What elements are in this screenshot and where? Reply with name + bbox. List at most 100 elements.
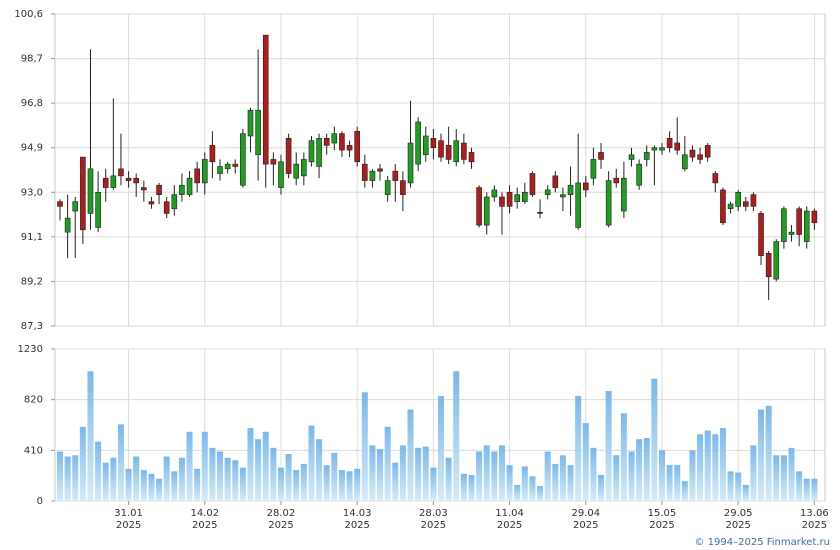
volume-bar <box>415 447 422 501</box>
volume-bar <box>605 391 612 501</box>
candle-body <box>742 201 749 207</box>
volume-bar <box>125 468 132 501</box>
candle-body <box>552 175 559 188</box>
x-tick-label: 29.04 <box>571 508 600 519</box>
candle-body <box>544 189 551 195</box>
volume-bar <box>277 467 284 501</box>
volume-bar <box>453 371 460 501</box>
volume-bar <box>133 456 140 501</box>
candle-body <box>712 173 719 184</box>
candle-body <box>621 177 627 212</box>
candle-body <box>232 163 239 167</box>
candle-body <box>407 142 414 184</box>
volume-bar <box>377 449 384 501</box>
candle-body <box>499 196 505 207</box>
y-tick-label: 94,9 <box>21 143 43 154</box>
x-tick-label: 2025 <box>421 520 446 531</box>
candle-body <box>720 189 726 224</box>
x-tick-label: 14.02 <box>190 508 219 519</box>
candle-body <box>384 180 391 195</box>
volume-bar <box>361 392 368 501</box>
volume-bar <box>217 451 224 501</box>
x-tick-label: 2025 <box>802 520 827 531</box>
candle-body <box>651 147 658 151</box>
candle-body <box>377 168 383 172</box>
volume-bar <box>171 471 178 501</box>
candle-body <box>400 180 406 195</box>
y-tick-label: 820 <box>24 395 43 406</box>
volume-bar <box>765 405 772 501</box>
volume-bar <box>102 462 109 501</box>
volume-bar <box>308 425 315 501</box>
volume-bar <box>544 451 551 501</box>
candle-body <box>240 133 246 186</box>
volume-bar <box>270 447 277 501</box>
candle-body <box>803 210 810 242</box>
volume-bar <box>438 395 444 501</box>
candle-body <box>468 152 475 163</box>
candle-body <box>95 191 101 228</box>
x-tick-label: 28.03 <box>419 508 448 519</box>
candle-body <box>194 168 200 184</box>
candle-body <box>438 140 444 158</box>
candle-body <box>369 170 376 181</box>
candle-body <box>171 194 178 210</box>
candle-body <box>125 177 132 181</box>
candle-body <box>522 191 528 202</box>
volume-bar <box>514 484 521 501</box>
candle-body <box>704 145 711 158</box>
volume-bar <box>559 455 566 501</box>
volume-bar <box>582 423 589 501</box>
x-tick-label: 29.05 <box>724 508 753 519</box>
volume-bar <box>681 481 688 501</box>
volume-bar <box>529 476 536 501</box>
volume-bar <box>331 452 338 501</box>
candle-body <box>179 184 185 195</box>
candle-body <box>613 177 620 184</box>
volume-bar <box>430 467 437 501</box>
candle-body <box>346 145 353 151</box>
candle-body <box>773 241 780 280</box>
volume-bar <box>575 395 582 501</box>
volume-bar <box>773 455 780 501</box>
volume-bar <box>780 455 787 501</box>
candle-body <box>285 138 292 174</box>
volume-bar <box>316 439 323 501</box>
y-tick-label: 96,8 <box>21 98 43 109</box>
candle-body <box>682 154 688 170</box>
candle-body <box>590 159 597 179</box>
volume-bar <box>598 475 605 501</box>
x-tick-label: 11.04 <box>495 508 524 519</box>
candle-body <box>765 252 772 278</box>
volume-bar <box>194 468 201 501</box>
volume-bar <box>628 451 635 501</box>
candle-body <box>727 203 734 210</box>
candle-body <box>87 168 94 214</box>
y-tick-label: 100,6 <box>14 9 43 20</box>
volume-bar <box>468 475 475 501</box>
candle-body <box>529 173 536 195</box>
y-tick-label: 1230 <box>18 344 43 355</box>
volume-bar <box>567 465 574 501</box>
candle-body <box>308 140 315 163</box>
candle-body <box>278 161 284 188</box>
volume-bar <box>750 445 757 501</box>
volume-bar <box>262 431 269 501</box>
candle-body <box>560 194 566 198</box>
candle-body <box>628 154 635 160</box>
candle-body <box>270 159 277 165</box>
candle-body <box>72 201 79 212</box>
candle-body <box>331 133 338 144</box>
candle-body <box>102 177 109 188</box>
y-tick-label: 89,2 <box>21 276 43 287</box>
volume-bar <box>727 471 734 501</box>
footer-link[interactable]: © 1994–2025 Finmarket.ru <box>694 537 830 548</box>
x-tick-label: 13.06 <box>800 508 829 519</box>
y-tick-label: 0 <box>37 496 43 507</box>
candle-body <box>659 147 665 151</box>
candle-body <box>316 138 322 167</box>
candle-body <box>506 191 513 207</box>
candle-body <box>476 187 482 226</box>
candle-body <box>141 187 147 191</box>
